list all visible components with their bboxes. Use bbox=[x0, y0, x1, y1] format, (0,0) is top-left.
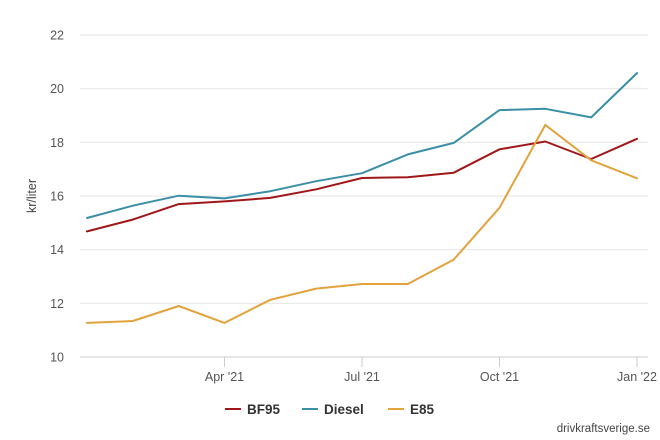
y-tick-label: 18 bbox=[50, 136, 64, 150]
legend[interactable]: BF95 Diesel E85 bbox=[225, 402, 435, 417]
y-axis: 10 12 14 16 18 20 22 bbox=[50, 29, 64, 365]
legend-item-bf95[interactable]: BF95 bbox=[225, 402, 281, 417]
series-line-diesel[interactable] bbox=[86, 72, 638, 219]
y-axis-title: kr/liter bbox=[25, 179, 39, 213]
legend-item-diesel[interactable]: Diesel bbox=[302, 402, 364, 417]
x-tick-label: Jul '21 bbox=[344, 370, 380, 384]
x-tick-label: Jan '22 bbox=[617, 370, 657, 384]
x-tick-label: Apr '21 bbox=[205, 370, 244, 384]
legend-label: Diesel bbox=[324, 402, 364, 417]
series-line-e85[interactable] bbox=[86, 123, 638, 324]
x-axis: Apr '21 Jul '21 Oct '21 Jan '22 bbox=[205, 357, 657, 384]
y-tick-label: 14 bbox=[50, 243, 64, 257]
gridlines bbox=[80, 34, 648, 358]
legend-item-e85[interactable]: E85 bbox=[388, 402, 435, 417]
x-tick-label: Oct '21 bbox=[480, 370, 519, 384]
series-line-bf95[interactable] bbox=[86, 137, 638, 233]
series-lines bbox=[86, 72, 638, 324]
y-tick-label: 22 bbox=[50, 29, 64, 43]
y-tick-label: 20 bbox=[50, 82, 64, 96]
source-credit: drivkraftsverige.se bbox=[557, 423, 650, 435]
legend-label: E85 bbox=[410, 402, 435, 417]
y-tick-label: 16 bbox=[50, 190, 64, 204]
y-tick-label: 10 bbox=[50, 351, 64, 365]
legend-label: BF95 bbox=[247, 402, 281, 417]
y-tick-label: 12 bbox=[50, 297, 64, 311]
